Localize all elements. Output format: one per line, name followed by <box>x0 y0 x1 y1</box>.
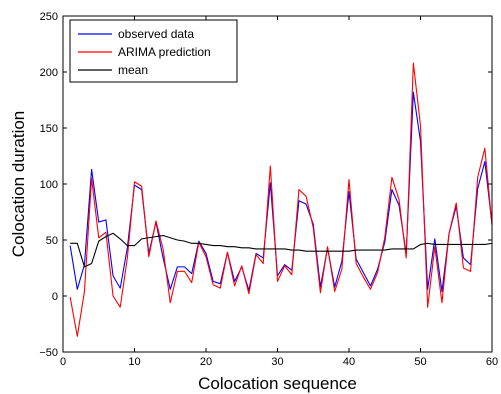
legend-box <box>69 19 238 83</box>
x-tick-label: 20 <box>200 356 212 368</box>
x-tick-label: 10 <box>128 356 140 368</box>
y-tick-label: 150 <box>40 123 58 135</box>
series-line-arima <box>69 62 493 337</box>
x-tick-label: 40 <box>343 356 355 368</box>
x-tick-label: 50 <box>414 356 426 368</box>
legend-label-observed: observed data <box>118 27 194 41</box>
y-tick-label: 0 <box>52 291 58 303</box>
y-tick-label: 50 <box>46 235 58 247</box>
x-tick-label: 30 <box>271 356 283 368</box>
x-tick-label: 60 <box>486 356 498 368</box>
y-tick-label: −50 <box>39 347 58 359</box>
y-tick-label: 200 <box>40 67 58 79</box>
plot-lines <box>69 62 493 337</box>
x-tick-label: 0 <box>60 356 66 368</box>
axis-ticks <box>62 15 493 353</box>
legend: observed data ARIMA prediction mean <box>69 19 238 83</box>
y-tick-label: 100 <box>40 179 58 191</box>
y-axis-title: Colocation duration <box>9 111 28 257</box>
x-axis-title: Colocation sequence <box>198 374 357 393</box>
legend-label-arima: ARIMA prediction <box>118 45 211 59</box>
y-tick-label: 250 <box>40 11 58 23</box>
series-line-mean <box>70 232 493 268</box>
legend-label-mean: mean <box>118 63 148 77</box>
